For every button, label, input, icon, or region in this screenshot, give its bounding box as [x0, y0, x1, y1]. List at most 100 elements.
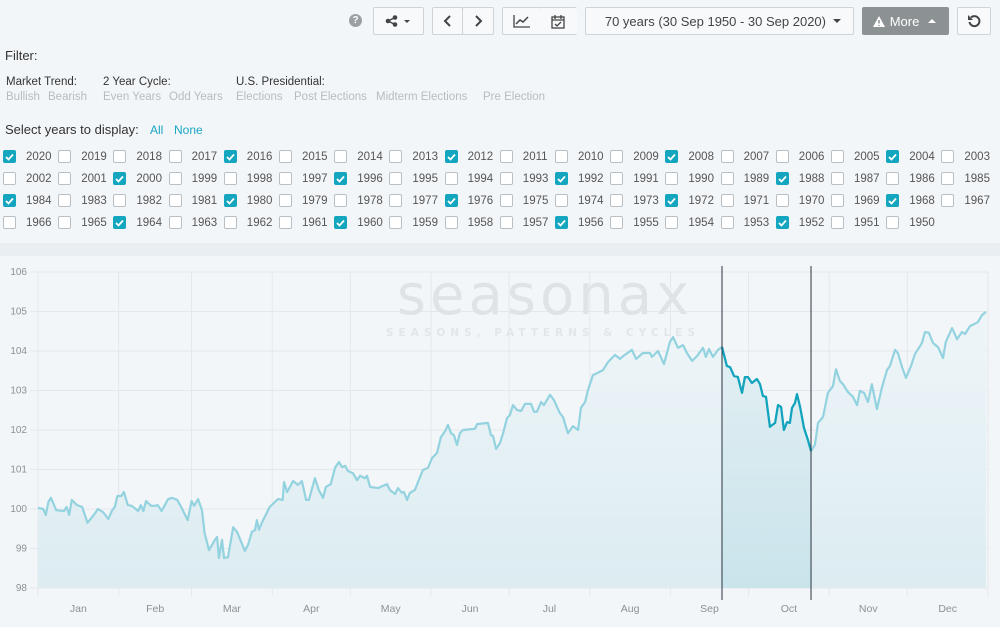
checkbox[interactable] [720, 150, 734, 163]
reset-button[interactable] [957, 7, 991, 35]
year-checkbox-1982[interactable]: 1982 [113, 194, 162, 207]
checkbox[interactable] [610, 194, 624, 207]
year-checkbox-1998[interactable]: 1998 [223, 172, 272, 185]
year-checkbox-1979[interactable]: 1979 [279, 194, 328, 207]
filter-midterm-elections[interactable]: Midterm Elections [376, 91, 468, 103]
checkbox[interactable] [334, 216, 348, 229]
calendar-button[interactable] [539, 7, 577, 35]
checkbox[interactable] [665, 216, 679, 229]
checkbox[interactable] [223, 172, 237, 185]
filter-odd-years[interactable]: Odd Years [169, 91, 223, 103]
checkbox[interactable] [444, 150, 458, 163]
checkbox[interactable] [3, 172, 16, 185]
year-checkbox-1958[interactable]: 1958 [444, 216, 493, 229]
checkbox[interactable] [665, 194, 679, 207]
checkbox[interactable] [168, 216, 182, 229]
checkbox[interactable] [444, 194, 458, 207]
checkbox[interactable] [775, 216, 789, 229]
year-checkbox-1954[interactable]: 1954 [665, 216, 714, 229]
checkbox[interactable] [775, 172, 789, 185]
date-range-dropdown[interactable]: 70 years (30 Sep 1950 - 30 Sep 2020) [585, 7, 854, 35]
checkbox[interactable] [58, 216, 72, 229]
checkbox[interactable] [223, 216, 237, 229]
filter-bullish[interactable]: Bullish [6, 91, 40, 103]
checkbox[interactable] [720, 194, 734, 207]
checkbox[interactable] [279, 150, 292, 163]
previous-button[interactable] [432, 7, 463, 35]
checkbox[interactable] [555, 172, 568, 185]
checkbox[interactable] [610, 172, 624, 185]
year-checkbox-1999[interactable]: 1999 [168, 172, 217, 185]
checkbox[interactable] [389, 216, 403, 229]
year-checkbox-2006[interactable]: 2006 [775, 150, 824, 163]
year-checkbox-1966[interactable]: 1966 [3, 216, 52, 229]
filter-elections[interactable]: Elections [236, 91, 283, 103]
checkbox[interactable] [665, 150, 679, 163]
year-checkbox-1973[interactable]: 1973 [610, 194, 659, 207]
year-checkbox-2003[interactable]: 2003 [941, 150, 990, 163]
year-checkbox-2008[interactable]: 2008 [665, 150, 714, 163]
checkbox[interactable] [831, 172, 844, 185]
year-checkbox-1975[interactable]: 1975 [499, 194, 548, 207]
checkbox[interactable] [3, 150, 16, 163]
year-checkbox-1986[interactable]: 1986 [886, 172, 935, 185]
year-checkbox-2011[interactable]: 2011 [499, 150, 548, 163]
help-icon[interactable]: ? [349, 14, 362, 27]
select-all-link[interactable]: All [150, 123, 164, 137]
year-checkbox-1985[interactable]: 1985 [941, 172, 990, 185]
checkbox[interactable] [831, 150, 844, 163]
checkbox[interactable] [3, 216, 16, 229]
checkbox[interactable] [223, 150, 237, 163]
year-checkbox-1960[interactable]: 1960 [334, 216, 383, 229]
checkbox[interactable] [720, 172, 734, 185]
year-checkbox-2007[interactable]: 2007 [720, 150, 769, 163]
checkbox[interactable] [886, 150, 900, 163]
year-checkbox-1989[interactable]: 1989 [720, 172, 769, 185]
more-button[interactable]: More [862, 7, 949, 35]
checkbox[interactable] [941, 172, 955, 185]
year-checkbox-1968[interactable]: 1968 [886, 194, 935, 207]
checkbox[interactable] [499, 172, 513, 185]
checkbox[interactable] [499, 150, 513, 163]
year-checkbox-1981[interactable]: 1981 [168, 194, 217, 207]
year-checkbox-1952[interactable]: 1952 [775, 216, 824, 229]
year-checkbox-1997[interactable]: 1997 [279, 172, 328, 185]
year-checkbox-2018[interactable]: 2018 [113, 150, 162, 163]
year-checkbox-1971[interactable]: 1971 [720, 194, 769, 207]
year-checkbox-2005[interactable]: 2005 [831, 150, 880, 163]
year-checkbox-1974[interactable]: 1974 [555, 194, 604, 207]
checkbox[interactable] [831, 216, 844, 229]
year-checkbox-1980[interactable]: 1980 [223, 194, 272, 207]
checkbox[interactable] [58, 194, 72, 207]
checkbox[interactable] [168, 172, 182, 185]
checkbox[interactable] [886, 216, 900, 229]
year-checkbox-1957[interactable]: 1957 [499, 216, 548, 229]
filter-bearish[interactable]: Bearish [48, 91, 87, 103]
year-checkbox-1987[interactable]: 1987 [831, 172, 880, 185]
year-checkbox-2013[interactable]: 2013 [389, 150, 438, 163]
year-checkbox-2019[interactable]: 2019 [58, 150, 107, 163]
checkbox[interactable] [499, 216, 513, 229]
year-checkbox-1959[interactable]: 1959 [389, 216, 438, 229]
checkbox[interactable] [58, 172, 72, 185]
next-button[interactable] [462, 7, 494, 35]
year-checkbox-1967[interactable]: 1967 [941, 194, 990, 207]
checkbox[interactable] [334, 172, 348, 185]
checkbox[interactable] [665, 172, 679, 185]
year-checkbox-1972[interactable]: 1972 [665, 194, 714, 207]
year-checkbox-1953[interactable]: 1953 [720, 216, 769, 229]
year-checkbox-2001[interactable]: 2001 [58, 172, 107, 185]
checkbox[interactable] [334, 194, 348, 207]
year-checkbox-1956[interactable]: 1956 [555, 216, 604, 229]
chart-type-button[interactable] [502, 7, 540, 35]
checkbox[interactable] [58, 150, 72, 163]
year-checkbox-1965[interactable]: 1965 [58, 216, 107, 229]
year-checkbox-1951[interactable]: 1951 [831, 216, 880, 229]
year-checkbox-2017[interactable]: 2017 [168, 150, 217, 163]
year-checkbox-1991[interactable]: 1991 [610, 172, 659, 185]
year-checkbox-2015[interactable]: 2015 [279, 150, 328, 163]
checkbox[interactable] [555, 216, 568, 229]
year-checkbox-2004[interactable]: 2004 [886, 150, 935, 163]
checkbox[interactable] [113, 172, 127, 185]
year-checkbox-1996[interactable]: 1996 [334, 172, 383, 185]
